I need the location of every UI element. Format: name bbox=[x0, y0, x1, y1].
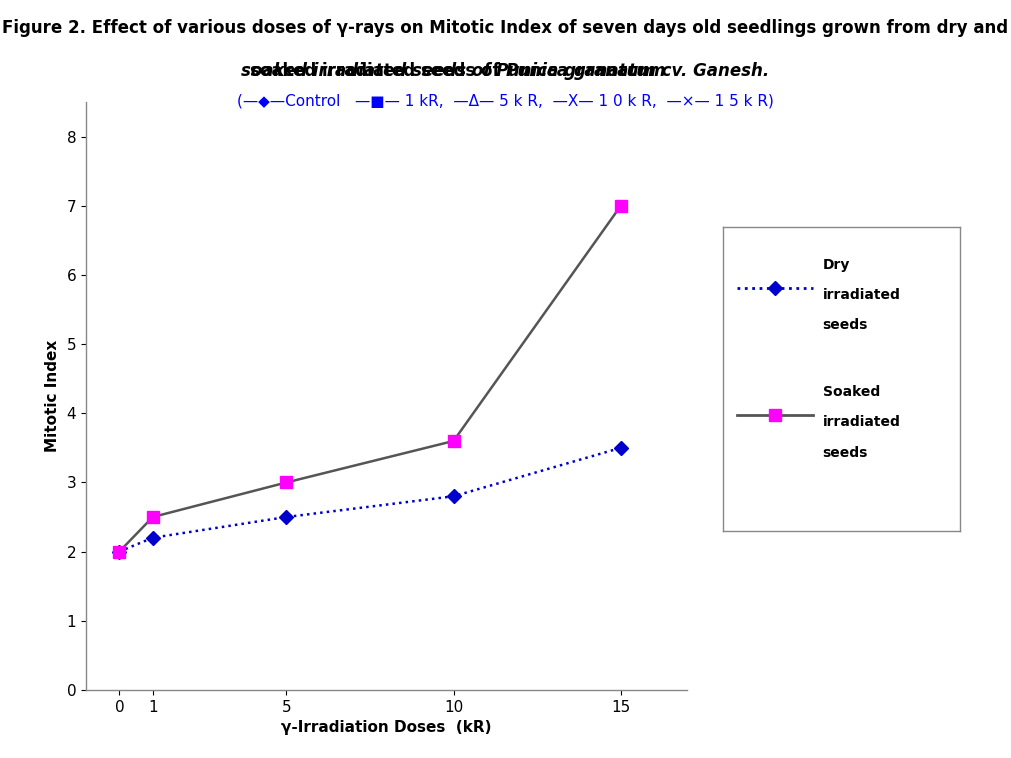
Text: soaked irradiated seeds of Punica granatum cv. Ganesh.: soaked irradiated seeds of Punica granat… bbox=[242, 62, 769, 80]
Text: Dry: Dry bbox=[823, 258, 850, 271]
Text: (—◆—Control   —■— 1 kR,  —Δ— 5 k R,  —X— 1 0 k R,  —×— 1 5 k R): (—◆—Control —■— 1 kR, —Δ— 5 k R, —X— 1 0… bbox=[237, 94, 774, 109]
Y-axis label: Mitotic Index: Mitotic Index bbox=[44, 340, 60, 453]
Text: seeds: seeds bbox=[823, 318, 868, 332]
Text: irradiated: irradiated bbox=[823, 288, 901, 302]
Text: seeds: seeds bbox=[823, 446, 868, 459]
Text: irradiated: irradiated bbox=[823, 415, 901, 429]
Text: soaked irradiated seeds of: soaked irradiated seeds of bbox=[250, 62, 506, 80]
Text: Soaked: Soaked bbox=[823, 385, 880, 399]
Text: Figure 2. Effect of various doses of γ-rays on Mitotic Index of seven days old s: Figure 2. Effect of various doses of γ-r… bbox=[2, 19, 1009, 37]
Text: Punica granatum: Punica granatum bbox=[506, 62, 665, 80]
X-axis label: γ-Irradiation Doses  (kR): γ-Irradiation Doses (kR) bbox=[281, 720, 492, 735]
